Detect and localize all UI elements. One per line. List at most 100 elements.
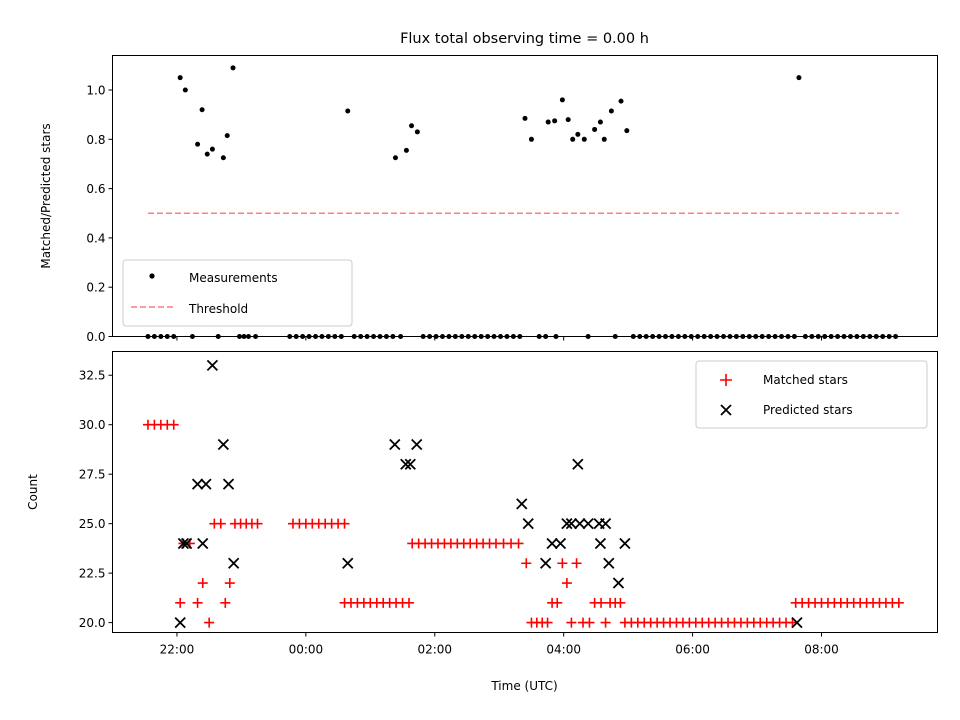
x-tick-label: 06:00	[675, 643, 710, 657]
predicted-point	[177, 537, 190, 550]
predicted-point	[572, 458, 584, 470]
predicted-point	[603, 557, 615, 569]
predicted-point	[582, 518, 594, 530]
predicted-point	[791, 616, 803, 629]
x-tick-label: 00:00	[289, 643, 324, 657]
ratio-legend-frame	[122, 259, 353, 327]
predicted-point	[516, 498, 528, 510]
measurement-point	[409, 123, 415, 129]
y-tick-label: 22.5	[79, 567, 106, 581]
matched-point	[215, 518, 226, 529]
x-tick-label: 02:00	[417, 643, 452, 657]
predicted-point	[554, 537, 567, 550]
y-tick-label: 0.6	[86, 182, 105, 196]
y-tick-label: 32.5	[79, 369, 106, 383]
matched-point	[566, 617, 577, 628]
matched-point	[596, 597, 607, 608]
y-tick-label: 0.8	[86, 133, 105, 147]
ratio-panel-x-ticks	[176, 336, 822, 341]
measurement-point	[403, 147, 409, 153]
count-panel-marks	[142, 359, 904, 629]
x-tick-label: 22:00	[160, 643, 195, 657]
y-tick-label: 0.2	[86, 281, 105, 295]
count-panel-legend: Matched stars Predicted stars	[695, 360, 928, 429]
measurement-point	[608, 108, 614, 114]
predicted-point	[174, 616, 186, 629]
y-tick-label: 20.0	[79, 616, 106, 630]
measurement-point	[414, 129, 420, 135]
ratio-panel-frame	[112, 55, 938, 337]
predicted-point	[594, 537, 607, 550]
measurement-point	[545, 119, 551, 125]
measurement-point	[570, 136, 576, 142]
measurement-point	[592, 126, 598, 132]
legend-measurements-marker	[149, 273, 155, 279]
matched-point	[339, 518, 350, 529]
ratio-panel-marks	[145, 65, 899, 339]
count-panel-y-axis: 20.0 22.5 25.0 27.5 30.0 32.5	[79, 369, 113, 630]
predicted-point	[197, 537, 209, 550]
count-panel-x-axis-label: Time (UTC)	[490, 679, 557, 693]
measurement-point	[230, 65, 236, 71]
matched-point	[224, 578, 235, 589]
measurement-point	[528, 136, 534, 142]
measurement-point	[345, 108, 351, 114]
measurement-point	[177, 75, 183, 81]
matched-point	[521, 558, 532, 569]
measurement-point	[522, 115, 528, 121]
predicted-point	[228, 557, 240, 569]
predicted-point	[180, 537, 193, 550]
measurement-point	[581, 136, 587, 142]
predicted-point	[200, 478, 212, 490]
predicted-point	[599, 518, 612, 530]
matched-point	[542, 617, 553, 628]
legend-matched-label: Matched stars	[763, 373, 848, 387]
measurement-point	[392, 155, 398, 161]
x-tick-label: 04:00	[546, 643, 581, 657]
matched-point	[168, 419, 179, 430]
legend-matched-marker	[720, 374, 732, 386]
matched-point	[571, 558, 582, 569]
measurement-point	[204, 151, 210, 157]
measurement-point	[618, 98, 624, 104]
count-panel-y-axis-label: Count	[26, 474, 40, 510]
x-tick-label: 08:00	[804, 643, 839, 657]
matched-point	[600, 617, 611, 628]
measurement-point	[224, 133, 230, 139]
matched-point	[204, 617, 215, 628]
measurement-point	[195, 141, 201, 147]
legend-predicted-label: Predicted stars	[763, 403, 853, 417]
matched-point	[552, 597, 563, 608]
predicted-point	[619, 537, 631, 550]
count-legend-frame	[695, 360, 928, 429]
predicted-point	[546, 537, 558, 550]
matched-point	[893, 597, 904, 608]
matched-point	[584, 617, 595, 628]
matched-point	[220, 597, 231, 608]
ratio-panel-y-axis: 0.0 0.2 0.4 0.6 0.8 1.0	[86, 84, 113, 344]
predicted-point	[389, 438, 401, 451]
matched-point	[513, 538, 524, 549]
ratio-panel-legend: Measurements Threshold	[122, 259, 353, 327]
y-tick-label: 0.0	[86, 330, 105, 344]
predicted-point	[539, 557, 552, 569]
predicted-point	[574, 518, 586, 530]
measurement-point	[601, 136, 607, 142]
matched-point	[252, 518, 263, 529]
count-panel-x-axis: 22:00 00:00 02:00 04:00 06:00 08:00	[160, 632, 839, 657]
ratio-panel-y-axis-label: Matched/Predicted stars	[39, 123, 53, 268]
predicted-point	[411, 438, 423, 451]
predicted-point	[561, 518, 573, 530]
measurement-point	[624, 128, 630, 134]
matched-point	[403, 597, 414, 608]
predicted-point	[400, 458, 412, 470]
y-tick-label: 1.0	[86, 84, 105, 98]
legend-threshold-label: Threshold	[188, 302, 248, 316]
measurement-point	[220, 155, 226, 161]
predicted-point	[565, 518, 578, 530]
y-tick-label: 27.5	[79, 468, 106, 482]
measurement-point	[597, 119, 603, 125]
predicted-point	[612, 577, 625, 589]
